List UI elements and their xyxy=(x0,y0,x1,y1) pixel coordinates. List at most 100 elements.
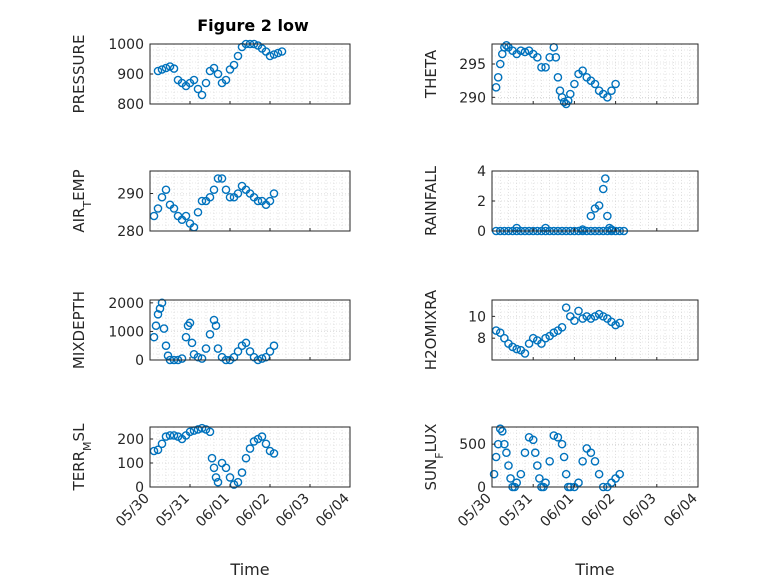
data-point xyxy=(549,328,559,338)
y-tick-label: 0 xyxy=(477,224,486,240)
data-point xyxy=(205,329,215,339)
y-tick-label: 0 xyxy=(477,480,486,496)
data-point xyxy=(245,444,255,453)
data-point xyxy=(582,312,592,321)
data-point xyxy=(197,90,207,100)
data-point xyxy=(615,318,625,328)
data-point xyxy=(578,314,587,323)
data-point xyxy=(508,342,517,352)
data-point xyxy=(153,445,163,455)
data-point xyxy=(177,354,187,363)
data-point xyxy=(574,306,583,316)
data-point xyxy=(491,83,501,92)
y-axis-label: H2OMIXRA xyxy=(422,289,440,370)
data-point xyxy=(607,86,616,95)
data-point xyxy=(574,478,583,488)
data-point xyxy=(209,63,219,73)
data-point xyxy=(545,456,554,466)
subplot-sun-flux: 0 500 05/30 05/31 06/01 06/02 06/03 06/04 Time SU… xyxy=(422,424,701,579)
data-point xyxy=(598,312,608,321)
data-point xyxy=(269,449,279,458)
y-tick-label: 500 xyxy=(459,437,486,453)
y-tick-label: 200 xyxy=(117,432,144,448)
y-tick-label: 8 xyxy=(477,331,486,347)
x-tick-label: 06/04 xyxy=(661,490,701,530)
y-axis-label: THETA xyxy=(422,49,440,99)
y-tick-label: 10 xyxy=(468,309,486,325)
data-point xyxy=(213,344,223,353)
data-point xyxy=(197,423,207,433)
data-point xyxy=(611,320,620,330)
data-point xyxy=(209,185,219,195)
data-point xyxy=(237,468,247,477)
data-point xyxy=(241,338,251,348)
data-point xyxy=(553,73,563,82)
y-axis-label: RAINFALL xyxy=(422,165,440,236)
x-tick-label: 06/02 xyxy=(579,491,619,531)
data-point xyxy=(520,448,530,458)
y-tick-label: 100 xyxy=(117,456,144,472)
data-point xyxy=(495,328,505,338)
subplot-air-temp: 280 290 AIRTEMP xyxy=(70,169,351,240)
data-point xyxy=(512,223,522,233)
y-tick-label: 1000 xyxy=(108,324,144,340)
data-point xyxy=(590,456,600,466)
y-tick-label: 800 xyxy=(117,97,144,113)
y-axis-label: TERRMSL xyxy=(70,423,94,492)
axes-box xyxy=(491,299,699,361)
data-point xyxy=(535,474,544,483)
subplot-mixdepth: 0 1000 2000 MIXDEPTH xyxy=(70,291,351,369)
data-point xyxy=(205,192,215,202)
data-point xyxy=(217,174,227,183)
data-point xyxy=(221,75,231,85)
data-point xyxy=(502,448,511,458)
data-point xyxy=(594,469,604,479)
data-point xyxy=(169,64,179,73)
data-point xyxy=(209,463,219,473)
data-point xyxy=(495,59,505,69)
data-point xyxy=(590,312,600,321)
data-point xyxy=(241,453,251,463)
data-point xyxy=(233,347,243,356)
data-point xyxy=(590,79,600,89)
data-point xyxy=(528,333,538,343)
data-point xyxy=(261,439,271,449)
data-point xyxy=(611,79,620,89)
x-tick-label: 06/02 xyxy=(233,491,273,531)
data-point xyxy=(537,63,546,72)
data-point xyxy=(500,439,509,449)
data-point xyxy=(537,339,546,348)
data-point xyxy=(193,352,203,362)
data-point xyxy=(533,461,542,470)
data-point xyxy=(161,432,171,441)
data-point xyxy=(545,53,554,62)
data-point xyxy=(605,223,614,233)
x-tick-label: 05/30 xyxy=(455,491,495,531)
data-point xyxy=(185,427,195,437)
data-point xyxy=(565,89,575,99)
data-point xyxy=(570,79,579,89)
data-point xyxy=(528,435,538,445)
data-point xyxy=(211,321,221,331)
data-point xyxy=(265,51,275,61)
data-point xyxy=(225,473,235,482)
data-point xyxy=(205,427,215,437)
data-point xyxy=(493,73,503,82)
data-point xyxy=(245,347,255,356)
subplot-pressure: 800 900 1000 PRESSURE xyxy=(70,35,351,113)
data-point xyxy=(229,60,239,70)
x-tick-label: 06/01 xyxy=(537,491,577,531)
data-point xyxy=(273,48,283,58)
axes-box xyxy=(149,426,351,488)
data-point xyxy=(169,204,179,213)
data-point xyxy=(516,46,526,55)
data-point xyxy=(161,185,171,195)
data-point xyxy=(502,41,511,50)
data-point xyxy=(491,452,501,462)
data-point xyxy=(157,298,167,308)
y-tick-label: 2 xyxy=(477,194,486,210)
data-point xyxy=(157,192,167,202)
data-point xyxy=(161,63,171,73)
